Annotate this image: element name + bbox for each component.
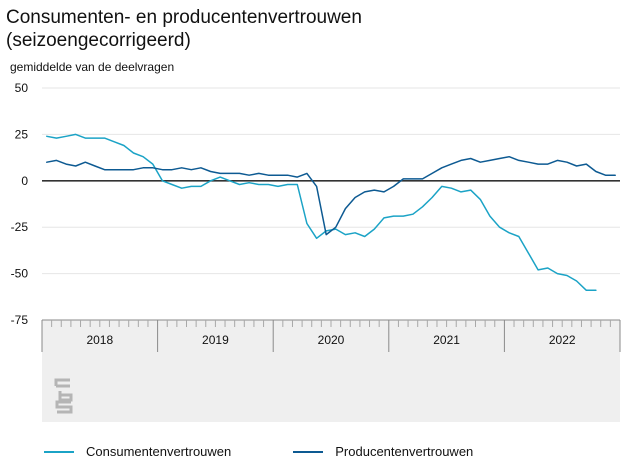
y-tick-label: 50 bbox=[15, 81, 29, 95]
chart-title-line1: Consumenten- en producentenvertrouwen bbox=[6, 7, 362, 28]
y-tick-label: 0 bbox=[21, 174, 28, 188]
legend-swatch-producer bbox=[293, 450, 324, 453]
x-tick-label: 2022 bbox=[549, 333, 576, 347]
series-line-producentenvertrouwen bbox=[46, 155, 616, 236]
y-tick-label: -25 bbox=[11, 220, 29, 234]
cbs-logo-icon bbox=[54, 378, 73, 414]
y-axis-unit-label: gemiddelde van de deelvragen bbox=[10, 60, 175, 74]
x-tick-label: 2018 bbox=[86, 333, 113, 347]
chart-title-line2: (seizoengecorrigeerd) bbox=[6, 30, 191, 51]
y-tick-label: -50 bbox=[11, 267, 29, 281]
legend: Consumentenvertrouwen Producentenvertrou… bbox=[44, 444, 535, 459]
line-chart: 50 25 0 -25 -50 -75 2018 2019 2020 2021 2022 bbox=[11, 81, 621, 422]
y-tick-label: -75 bbox=[11, 313, 29, 327]
legend-label-producer: Producentenvertrouwen bbox=[335, 444, 474, 459]
legend-swatch-consumer bbox=[44, 450, 74, 453]
logo-panel bbox=[42, 352, 620, 422]
cbs-logo-stroke bbox=[54, 378, 70, 388]
series-line-consumentenvertrouwen bbox=[46, 133, 597, 292]
x-tick-label: 2020 bbox=[318, 333, 345, 347]
legend-label-consumer: Consumentenvertrouwen bbox=[86, 444, 232, 459]
y-tick-label: 25 bbox=[15, 127, 29, 141]
x-tick-label: 2019 bbox=[202, 333, 229, 347]
legend-item-consumer: Consumentenvertrouwen bbox=[44, 444, 231, 459]
cbs-logo-stroke bbox=[55, 400, 73, 414]
legend-item-producer: Producentenvertrouwen bbox=[293, 444, 473, 459]
x-tick-label: 2021 bbox=[433, 333, 460, 347]
cbs-logo-stroke bbox=[58, 391, 73, 402]
chart-title: Consumenten- en producentenvertrouwen (s… bbox=[6, 6, 362, 52]
